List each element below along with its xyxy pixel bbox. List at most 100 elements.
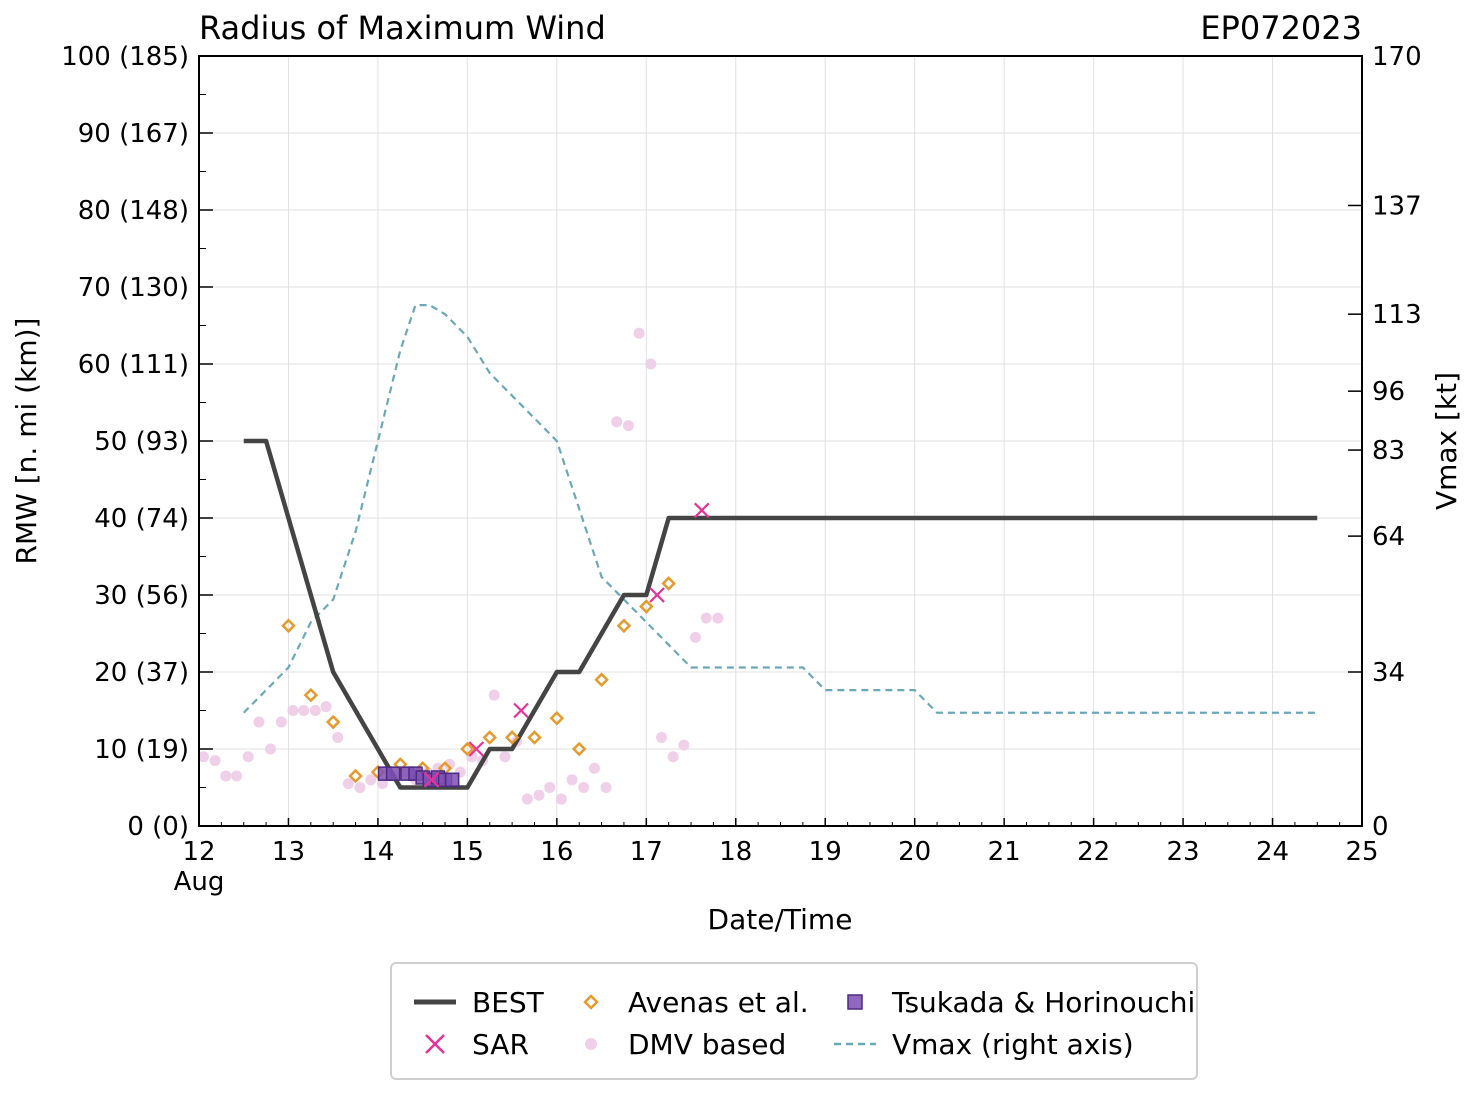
y2-tick-label: 34 [1372, 658, 1405, 688]
y-tick-label: 90 (167) [78, 119, 189, 149]
legend-x-icon [412, 1029, 458, 1059]
avenas-point [571, 741, 587, 757]
avenas-point [281, 618, 296, 634]
chart-title: Radius of Maximum Wind [199, 9, 606, 47]
dmv-point [633, 327, 645, 339]
legend-item-best: BEST [412, 984, 544, 1020]
dmv-point [309, 705, 321, 716]
x-tick-label: 19 [809, 837, 842, 867]
x-tick-label: 22 [1077, 837, 1110, 867]
legend-label-sar: SAR [472, 1027, 529, 1061]
legend-item-tsukada: Tsukada & Horinouchi [832, 984, 1195, 1020]
vmax-line [242, 304, 1318, 714]
dmv-point [600, 782, 612, 793]
x-tick-label: 23 [1167, 837, 1200, 867]
y2-axis-label: Vmax [kt] [1430, 372, 1463, 510]
x-axis-label: Date/Time [708, 903, 853, 936]
dmv-point [611, 416, 623, 428]
axis-ticks: 12 13 14 15 16 17 18 19 20 21 22 23 24 25 0 (0) 10 (19)… [61, 42, 1421, 867]
dmv-point [566, 774, 578, 786]
avenas-point [325, 714, 341, 730]
dmv-point [242, 751, 254, 763]
sar-point [423, 772, 440, 788]
grid-lines [198, 55, 1363, 827]
avenas-point [661, 576, 676, 591]
best-track-line [243, 438, 1318, 790]
legend-diamond-icon [568, 987, 614, 1017]
y-tick-label: 40 (74) [94, 504, 189, 534]
dmv-point [700, 612, 712, 624]
dmv-point [332, 731, 344, 743]
x-tick-label: 18 [719, 837, 752, 867]
plot-area [197, 304, 1318, 805]
legend-label-vmax: Vmax (right axis) [892, 1027, 1134, 1061]
dmv-point [667, 751, 679, 763]
dmv-point [209, 755, 221, 767]
legend-square-icon [832, 987, 878, 1017]
dmv-point [197, 751, 209, 763]
dmv-point [622, 420, 634, 432]
x-tick-label: 17 [630, 837, 663, 867]
avenas-point [527, 730, 542, 745]
y2-tick-label: 96 [1372, 377, 1405, 407]
y-tick-label: 10 (19) [94, 735, 189, 765]
x-tick-label: 12 [182, 837, 215, 867]
legend-line-icon [412, 987, 458, 1017]
avenas-point [594, 672, 609, 687]
dmv-point [443, 758, 455, 770]
legend-item-avenas: Avenas et al. [568, 984, 809, 1020]
y2-tick-label: 83 [1372, 436, 1405, 466]
dmv-point [578, 782, 590, 793]
x-tick-label: 15 [451, 837, 484, 867]
dmv-point [488, 689, 500, 701]
dmv-point [588, 762, 600, 774]
dmv-point [712, 612, 724, 624]
y-tick-label: 70 (130) [78, 273, 189, 303]
dmv-point [354, 782, 366, 793]
x-tick-label: 24 [1256, 837, 1289, 867]
dmv-point [521, 793, 533, 805]
dmv-point [298, 705, 310, 716]
tsukada-point [444, 772, 460, 788]
y2-tick-label: 113 [1372, 300, 1422, 330]
dmv-point [220, 770, 232, 782]
avenas-point [460, 741, 475, 757]
avenas-point [303, 687, 319, 703]
x-tick-label: 14 [361, 837, 394, 867]
avenas-point [549, 710, 565, 726]
dmv-point [365, 774, 377, 786]
dmv-point [253, 716, 265, 728]
sar-point [468, 741, 485, 757]
legend-label-best: BEST [472, 985, 544, 1019]
dmv-point [656, 731, 668, 743]
y2-tick-label: 137 [1372, 191, 1422, 221]
avenas-point [616, 618, 632, 634]
legend-label-dmv: DMV based [628, 1027, 787, 1061]
sar-point [693, 502, 710, 519]
avenas-point [639, 599, 654, 614]
x-tick-label: 13 [272, 837, 305, 867]
y-tick-label: 60 (111) [78, 350, 189, 380]
dmv-point [265, 743, 277, 755]
y-tick-label: 20 (37) [94, 658, 189, 688]
y-tick-label: 0 (0) [127, 812, 189, 842]
legend-item-dmv: DMV based [568, 1026, 786, 1062]
sar-point [513, 702, 529, 719]
x-tick-label: 16 [540, 837, 573, 867]
legend: BEST SAR Avenas et al. DMV based Tsukada… [390, 962, 1198, 1080]
avenas-point [348, 768, 363, 784]
rmw-chart: 12 13 14 15 16 17 18 19 20 21 22 23 24 25 0 (0) 10 (19)… [10, 9, 1463, 936]
avenas-point [504, 730, 520, 745]
legend-dot-icon [568, 1029, 614, 1059]
y-tick-label: 50 (93) [94, 427, 189, 457]
x-tick-label: 20 [898, 837, 931, 867]
dmv-point [678, 739, 690, 751]
dmv-point [231, 770, 243, 782]
y-tick-label: 100 (185) [61, 42, 189, 72]
x-month-label: Aug [174, 867, 225, 897]
legend-label-avenas: Avenas et al. [628, 985, 809, 1019]
dmv-point [499, 751, 511, 763]
x-tick-label: 25 [1345, 837, 1378, 867]
dmv-point [533, 789, 545, 801]
legend-item-sar: SAR [412, 1026, 529, 1062]
